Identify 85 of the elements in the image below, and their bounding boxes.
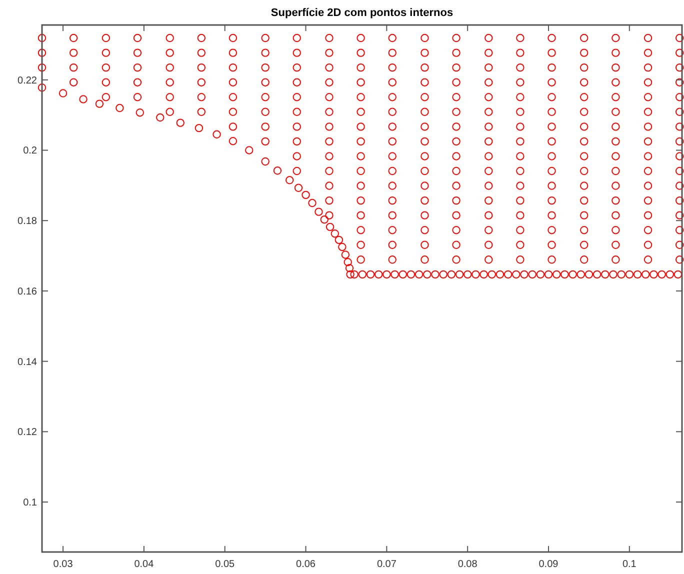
point xyxy=(439,270,448,279)
point xyxy=(136,108,144,117)
point xyxy=(302,190,310,200)
point xyxy=(382,270,391,279)
point xyxy=(273,166,282,175)
point xyxy=(536,270,545,279)
point xyxy=(79,95,88,104)
x-tick-label: 0.07 xyxy=(376,559,397,570)
point xyxy=(194,124,204,132)
point xyxy=(156,113,164,122)
point xyxy=(625,270,634,279)
point xyxy=(520,270,528,279)
point xyxy=(650,270,658,279)
point xyxy=(504,270,512,279)
point xyxy=(334,236,344,244)
point xyxy=(568,270,577,279)
x-tick-label: 0.05 xyxy=(215,559,236,570)
point xyxy=(406,270,416,279)
point xyxy=(496,270,504,279)
point xyxy=(390,270,399,279)
point xyxy=(344,258,352,266)
point xyxy=(320,215,328,224)
y-tick-label: 0.16 xyxy=(18,286,38,298)
point xyxy=(58,89,68,98)
point xyxy=(633,270,642,279)
point xyxy=(552,270,561,279)
x-tick-label: 0.09 xyxy=(538,559,559,570)
point xyxy=(674,270,682,279)
y-tick-label: 0.12 xyxy=(18,427,38,438)
point xyxy=(176,118,184,127)
x-tick-label: 0.04 xyxy=(134,559,154,570)
point xyxy=(326,222,334,232)
point xyxy=(666,270,674,279)
x-tick-label: 0.08 xyxy=(458,559,478,570)
point xyxy=(431,270,440,279)
x-tick-label: 0.1 xyxy=(622,559,637,570)
point xyxy=(463,270,472,279)
point xyxy=(544,270,553,279)
point xyxy=(584,270,594,279)
point xyxy=(116,104,124,112)
point xyxy=(366,270,375,279)
point xyxy=(472,270,480,279)
point xyxy=(285,176,294,184)
point xyxy=(423,270,432,279)
point xyxy=(350,270,358,279)
point xyxy=(488,270,496,279)
point xyxy=(617,270,626,279)
point xyxy=(308,198,316,208)
point xyxy=(560,270,569,279)
point xyxy=(261,157,270,166)
point xyxy=(528,270,536,279)
point xyxy=(512,270,520,279)
point xyxy=(228,136,238,146)
point xyxy=(314,208,323,216)
chart-title: Superfície 2D com pontos internos xyxy=(270,7,454,19)
y-tick-label: 0.14 xyxy=(18,356,38,368)
point xyxy=(38,84,46,92)
y-tick-label: 0.2 xyxy=(23,146,38,157)
point xyxy=(398,270,407,279)
point xyxy=(658,270,666,279)
y-tick-label: 0.1 xyxy=(23,498,38,509)
point xyxy=(641,270,650,279)
point xyxy=(338,242,346,252)
point xyxy=(346,270,354,279)
point xyxy=(447,270,456,279)
point xyxy=(341,250,350,259)
point xyxy=(345,264,354,272)
y-tick-label: 0.18 xyxy=(18,216,38,228)
point xyxy=(95,100,104,108)
point xyxy=(455,270,464,279)
x-tick-label: 0.03 xyxy=(53,559,74,570)
point xyxy=(480,270,488,279)
point xyxy=(576,270,585,279)
point xyxy=(592,270,602,279)
y-tick-label: 0.22 xyxy=(18,75,38,86)
point xyxy=(294,184,303,192)
point xyxy=(609,270,618,279)
point xyxy=(330,230,339,238)
x-tick-label: 0.06 xyxy=(296,559,316,570)
point xyxy=(414,270,424,279)
point xyxy=(374,270,383,279)
point xyxy=(358,270,367,279)
point xyxy=(601,270,610,279)
point xyxy=(212,130,221,139)
point xyxy=(245,146,254,154)
